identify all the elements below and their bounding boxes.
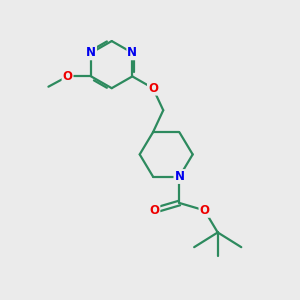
Text: O: O	[63, 70, 73, 83]
Text: N: N	[86, 46, 96, 59]
Text: O: O	[200, 204, 209, 217]
Text: O: O	[148, 82, 158, 95]
Text: N: N	[174, 170, 184, 183]
Text: N: N	[127, 46, 137, 59]
Text: O: O	[149, 204, 159, 217]
